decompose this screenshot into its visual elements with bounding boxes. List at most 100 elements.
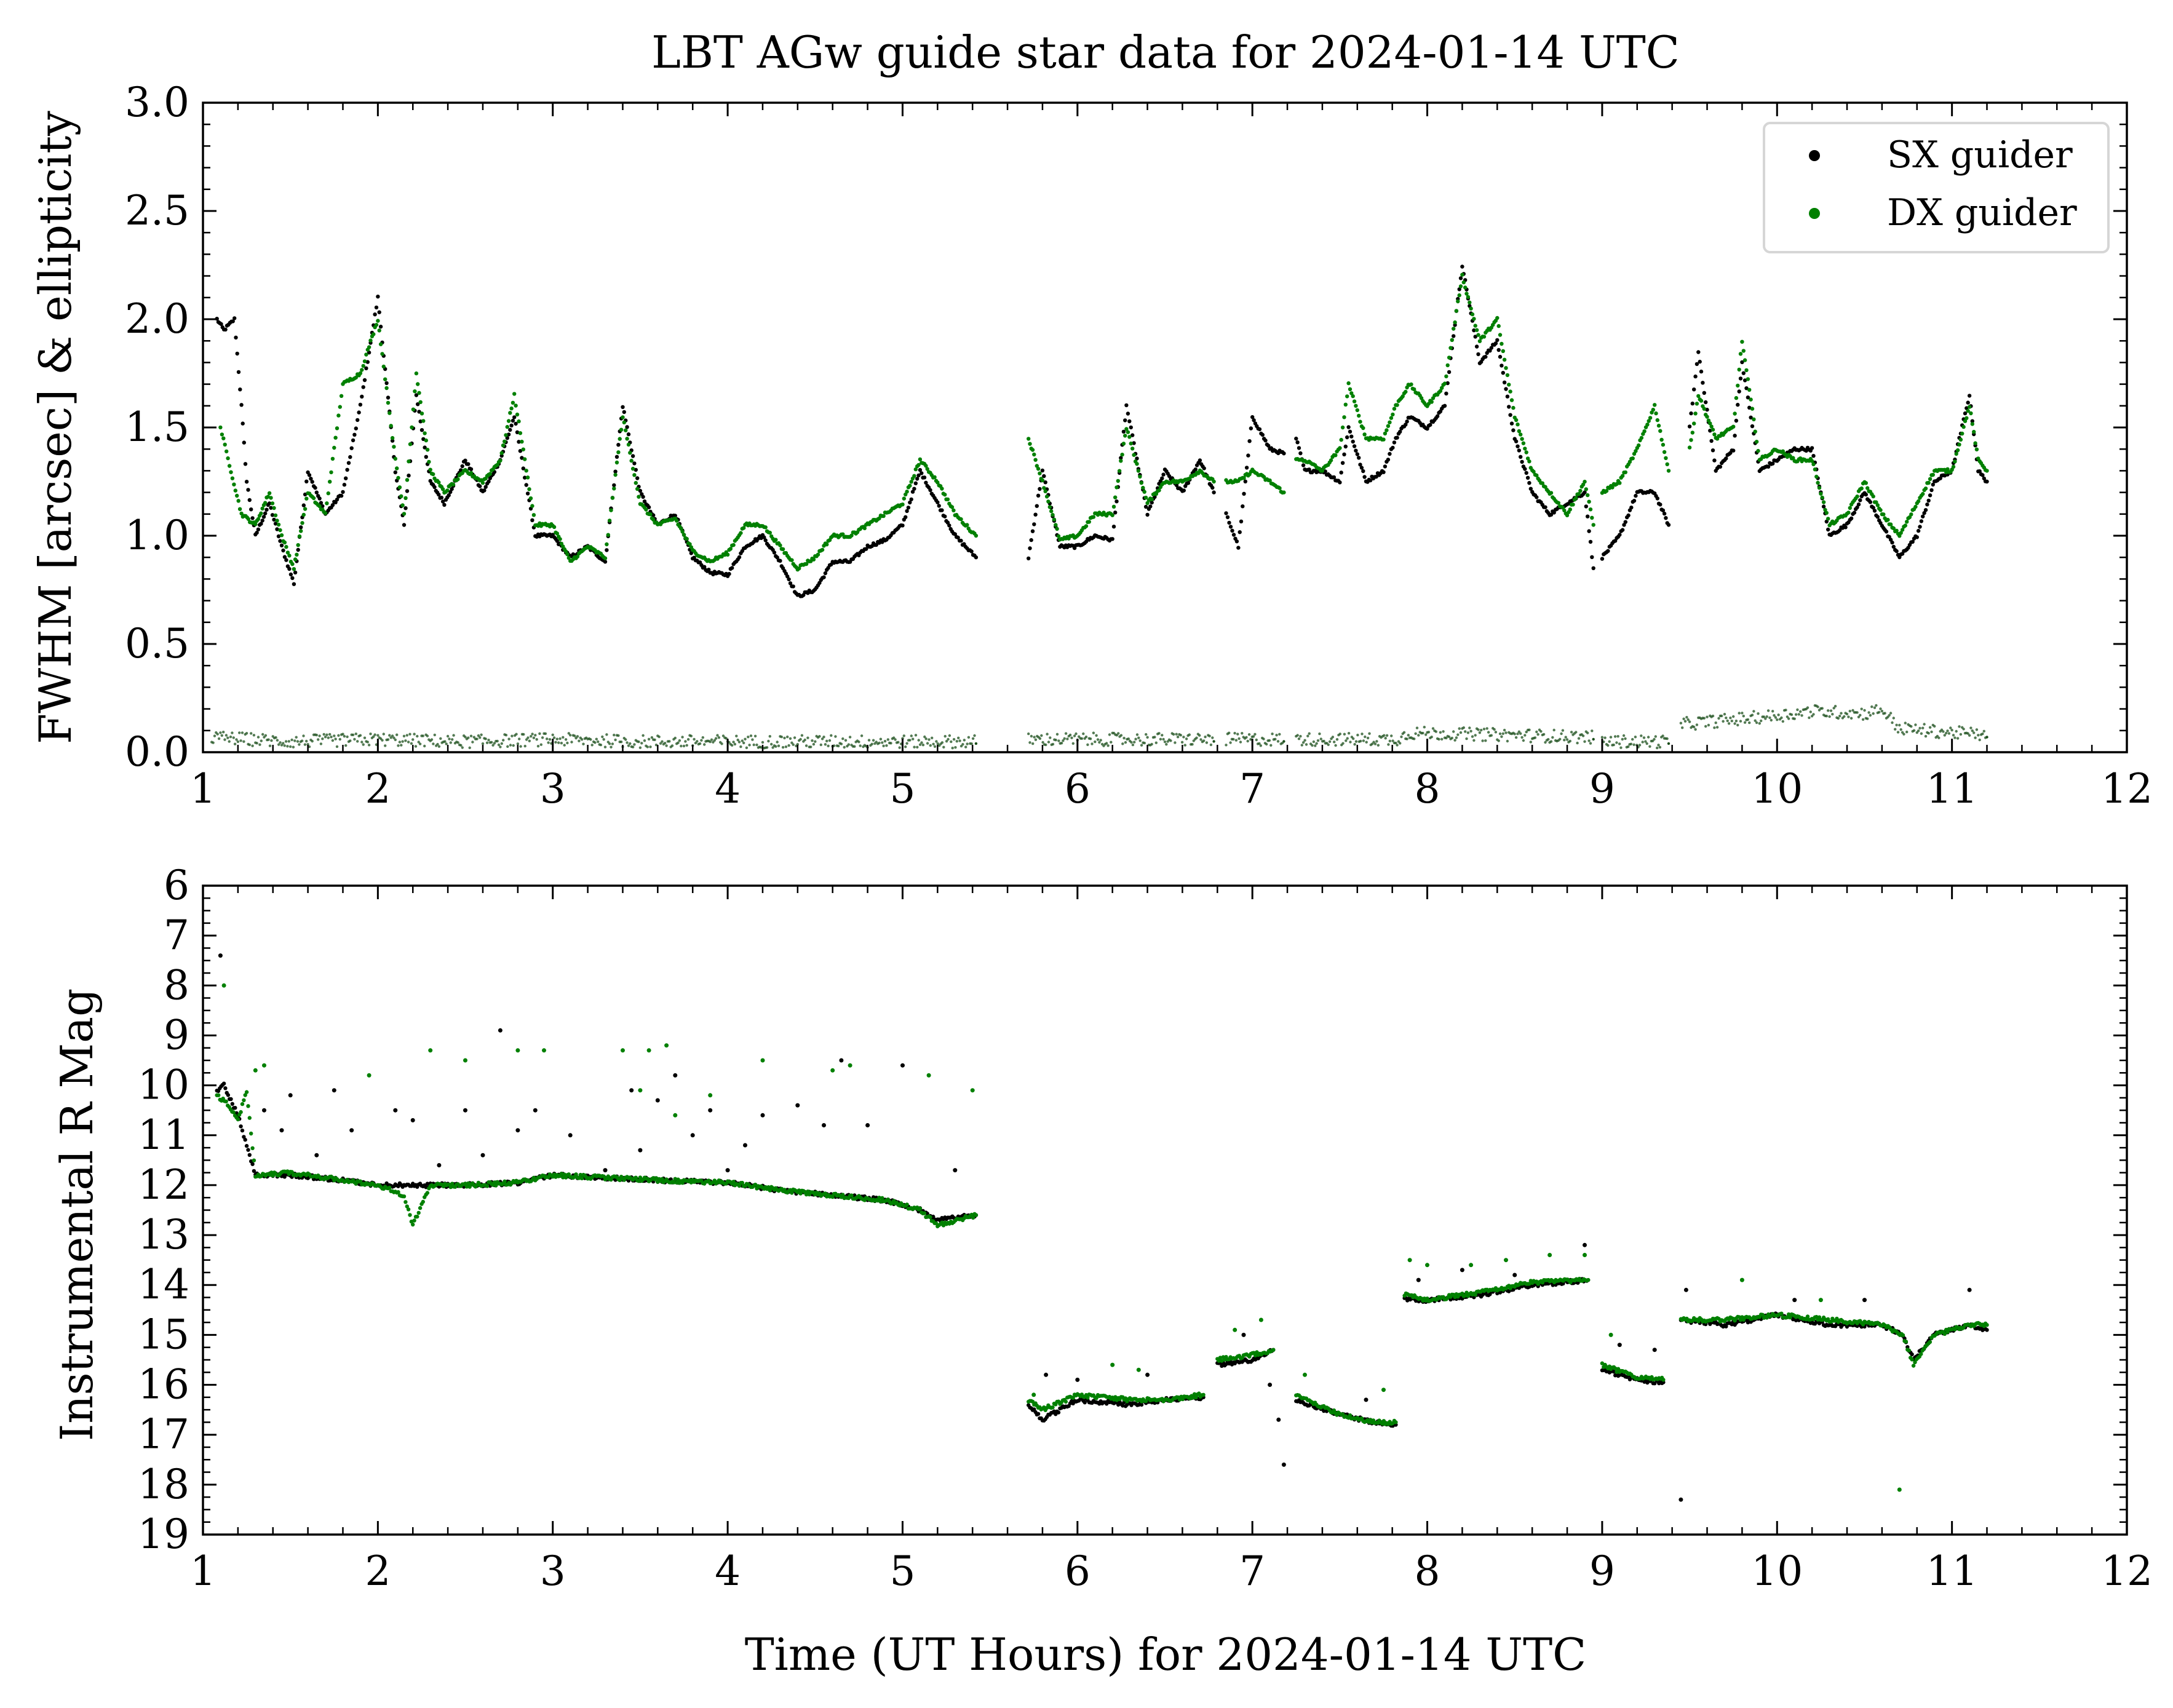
fwhm-ellipticity-point — [611, 742, 614, 745]
fwhm-dx-guider-point — [1142, 490, 1146, 494]
fwhm-ellipticity-point — [1202, 739, 1206, 742]
fwhm-sx-guider-point — [1425, 426, 1429, 431]
fwhm-dx-guider-point — [1516, 422, 1520, 427]
fwhm-dx-guider-point — [279, 533, 284, 538]
fwhm-dx-guider-point — [400, 503, 405, 507]
fwhm-sx-guider-point — [1724, 456, 1728, 461]
fwhm-sx-guider-point — [612, 483, 616, 488]
magnitude-sx-guider-outlier — [1678, 1497, 1683, 1502]
fwhm-dx-guider-point — [1468, 300, 1472, 304]
fwhm-ellipticity-point — [1750, 713, 1754, 717]
fwhm-sx-guider-point — [1250, 415, 1255, 419]
fwhm-ellipticity-point — [1033, 736, 1036, 739]
fwhm-ellipticity-point — [1974, 736, 1977, 739]
fwhm-sx-guider-point — [1236, 546, 1241, 550]
fwhm-ellipticity-point — [373, 733, 376, 736]
fwhm-dx-guider-point — [1027, 437, 1031, 441]
fwhm-ellipticity-point — [709, 740, 712, 744]
fwhm-dx-guider-point — [423, 431, 427, 435]
fwhm-dx-guider-point — [393, 456, 397, 461]
fwhm-ellipticity-point — [1047, 741, 1051, 744]
fwhm-dx-guider-point — [300, 521, 304, 525]
fwhm-ellipticity-point — [1808, 716, 1811, 720]
fwhm-ellipticity-point — [1353, 743, 1356, 746]
fwhm-ellipticity-point — [1134, 737, 1137, 741]
fwhm-dx-guider-point — [742, 526, 746, 530]
fwhm-dx-guider-point — [651, 517, 656, 522]
fwhm-ellipticity-point — [1743, 721, 1747, 724]
fwhm-sx-guider-point — [1718, 464, 1723, 469]
fwhm-ellipticity-point — [1516, 732, 1519, 736]
fwhm-ellipticity-point — [1833, 705, 1837, 708]
fwhm-sx-guider-point — [273, 522, 278, 526]
fwhm-ellipticity-point — [760, 746, 763, 749]
fwhm-ellipticity-point — [800, 734, 804, 737]
fwhm-ellipticity-point — [610, 745, 613, 749]
fwhm-ellipticity-point — [1453, 739, 1456, 742]
fwhm-dx-guider-point — [1400, 394, 1405, 399]
fwhm-dx-guider-point — [1126, 430, 1130, 434]
fwhm-ellipticity-point — [1679, 721, 1683, 725]
fwhm-dx-guider-point — [1741, 349, 1746, 353]
fwhm-dx-guider-point — [1694, 402, 1699, 406]
magnitude-sx-guider-outlier — [1967, 1287, 1972, 1292]
fwhm-sx-guider-point — [439, 495, 444, 500]
fwhm-ellipticity-point — [1544, 741, 1547, 744]
fwhm-sx-guider-point — [1525, 475, 1530, 480]
fwhm-ellipticity-point — [1478, 731, 1482, 734]
fwhm-ellipticity-point — [235, 738, 238, 741]
fwhm-ellipticity-point — [1773, 714, 1776, 717]
fwhm-ellipticity-point — [1086, 743, 1089, 747]
fwhm-ellipticity-point — [1514, 736, 1518, 739]
fwhm-sx-guider-point — [1113, 510, 1118, 515]
fwhm-dx-guider-point — [1384, 428, 1389, 432]
fwhm-ellipticity-point — [1849, 717, 1853, 720]
fwhm-sx-guider-point — [1332, 475, 1337, 480]
fwhm-ellipticity-point — [1641, 741, 1644, 744]
fwhm-sx-guider-point — [341, 490, 345, 495]
fwhm-dx-guider-point — [1055, 526, 1059, 531]
fwhm-ellipticity-point — [1063, 737, 1066, 741]
fwhm-ellipticity-point — [1172, 733, 1175, 736]
fwhm-ellipticity-point — [212, 741, 215, 744]
fwhm-ellipticity-point — [1523, 734, 1527, 737]
fwhm-ellipticity-point — [929, 744, 932, 747]
fwhm-sx-guider-point — [1629, 506, 1634, 510]
fwhm-dx-guider-point — [811, 557, 816, 562]
fwhm-dx-guider-point — [220, 432, 224, 437]
fwhm-ellipticity-point — [613, 733, 616, 737]
fwhm-dx-guider-point — [469, 471, 474, 475]
fwhm-ellipticity-point — [1985, 736, 1988, 739]
fwhm-dx-guider-point — [816, 552, 820, 557]
fwhm-ellipticity-point — [696, 740, 699, 743]
fwhm-sx-guider-point — [1977, 469, 1982, 474]
fwhm-dx-guider-point — [1500, 341, 1504, 346]
magnitude-sx-guider-outlier — [725, 1168, 730, 1173]
fwhm-dx-guider-point — [428, 467, 432, 472]
fwhm-dx-guider-point — [1848, 506, 1852, 510]
fwhm-ellipticity-point — [1928, 726, 1932, 729]
fwhm-ellipticity-point — [638, 746, 642, 749]
fwhm-sx-guider-point — [1502, 380, 1507, 384]
fwhm-dx-guider-point — [410, 425, 414, 429]
fwhm-sx-guider-point — [1528, 487, 1533, 491]
fwhm-data-layer — [210, 264, 1989, 750]
fwhm-dx-guider-point — [908, 483, 912, 488]
fwhm-dx-guider-point — [1921, 491, 1925, 496]
fwhm-dx-guider-point — [1578, 488, 1583, 493]
fwhm-ellipticity-point — [781, 745, 785, 749]
fwhm-sx-guider-point — [292, 582, 296, 586]
fwhm-ellipticity-point — [832, 744, 836, 747]
fwhm-dx-guider-point — [1150, 497, 1154, 501]
fwhm-ellipticity-segment — [1679, 704, 1988, 742]
fwhm-ellipticity-point — [362, 743, 365, 746]
fwhm-ellipticity-point — [359, 734, 362, 737]
fwhm-ellipticity-point — [1122, 736, 1126, 740]
fwhm-dx-guider-point — [1524, 450, 1528, 455]
fwhm-sx-guider-point — [236, 370, 241, 375]
fwhm-ellipticity-point — [395, 733, 399, 736]
fwhm-ellipticity-point — [1296, 734, 1299, 737]
fwhm-ellipticity-point — [1624, 737, 1627, 741]
magnitude-sx-guider-point — [244, 1143, 249, 1148]
fwhm-ellipticity-point — [1918, 726, 1921, 730]
